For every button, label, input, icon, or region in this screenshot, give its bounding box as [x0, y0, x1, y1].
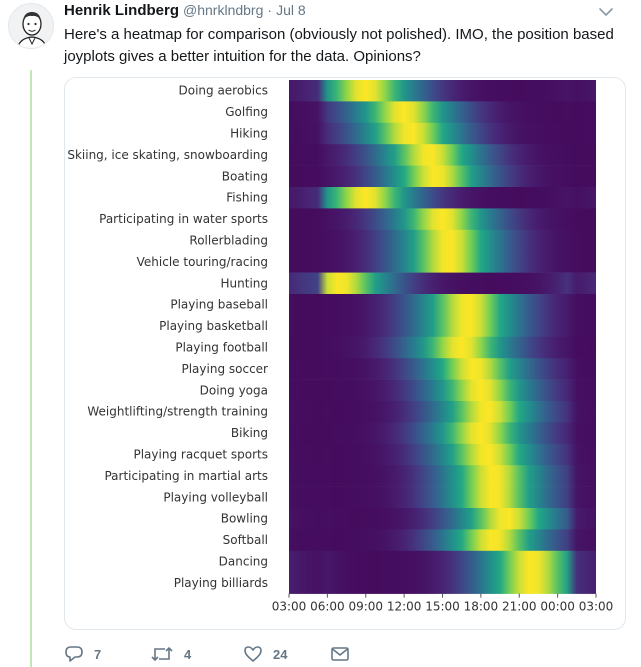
retweet-icon	[151, 647, 173, 661]
heatmap-row-label: Rollerblading	[189, 234, 268, 248]
heatmap-row-label: Hunting	[221, 276, 269, 290]
like-button[interactable]: 24	[243, 645, 287, 663]
heatmap-row-label: Playing racquet sports	[133, 448, 268, 462]
x-axis-tick-label: 15:00	[425, 600, 460, 614]
heatmap-row-cells	[289, 550, 596, 573]
chevron-down-icon[interactable]	[598, 6, 614, 18]
heatmap-row-cells	[289, 229, 596, 252]
author-handle[interactable]: @hnrklndbrg	[183, 2, 264, 18]
separator-dot: ·	[267, 2, 273, 18]
heatmap-row-cells	[289, 508, 596, 530]
heart-icon	[244, 646, 262, 662]
heatmap-row-label: Playing soccer	[181, 362, 268, 376]
heatmap-chart: Doing aerobics Golfing Hiking Skiing, ice s…	[67, 80, 614, 614]
heatmap-row-cells	[289, 294, 596, 316]
heatmap-row-cells	[289, 208, 596, 231]
tweet-text: Here's a heatmap for comparison (obvious…	[64, 26, 614, 65]
like-count: 24	[273, 646, 288, 662]
thread-line	[30, 70, 32, 667]
x-axis-tick-label: 12:00	[387, 600, 422, 614]
heatmap-row-cells	[289, 529, 596, 552]
heatmap-row-cells	[289, 80, 596, 102]
heatmap-row-cells	[289, 187, 596, 209]
heatmap-row-label: Biking	[231, 426, 268, 440]
heatmap-row-cells	[289, 422, 596, 445]
person-avatar-icon	[9, 4, 53, 48]
direct-message-button[interactable]	[330, 645, 360, 663]
heatmap-row-label: Vehicle touring/racing	[137, 255, 268, 269]
heatmap-row-cells	[289, 401, 596, 423]
reply-button[interactable]: 7	[64, 645, 101, 663]
avatar[interactable]	[8, 3, 54, 49]
heatmap-row-cells	[289, 572, 596, 594]
envelope-icon	[331, 647, 349, 661]
heatmap-row-label: Boating	[222, 169, 268, 183]
reply-icon	[65, 646, 83, 662]
heatmap-row-label: Participating in water sports	[99, 212, 268, 226]
reply-count: 7	[94, 646, 102, 662]
heatmap-row-label: Playing football	[175, 341, 268, 355]
heatmap-row-label: Weightlifting/strength training	[87, 405, 268, 419]
x-axis-tick-label: 06:00	[310, 600, 345, 614]
heatmap-row-label: Golfing	[225, 105, 268, 119]
heatmap-row-label: Skiing, ice skating, snowboarding	[67, 148, 268, 162]
heatmap-row-label: Playing baseball	[170, 298, 268, 312]
heatmap-row-label: Doing aerobics	[178, 84, 268, 98]
heatmap-row-cells	[289, 486, 596, 509]
heatmap-row-cells	[289, 101, 596, 124]
heatmap-row-cells	[289, 272, 596, 295]
heatmap-row-cells	[289, 122, 596, 145]
heatmap-row-cells	[289, 443, 596, 466]
heatmap-row-cells	[289, 315, 596, 338]
heatmap-row-label: Playing basketball	[159, 319, 268, 333]
x-axis-tick-label: 03:00	[579, 600, 614, 614]
retweet-count: 4	[184, 646, 192, 662]
tweet-actions: 7 4 24	[0, 645, 641, 667]
heatmap-row-cells	[289, 358, 596, 380]
heatmap-row-label: Bowling	[221, 512, 268, 526]
heatmap-row-label: Playing volleyball	[163, 490, 268, 504]
heatmap-row-label: Fishing	[226, 191, 268, 205]
author-name[interactable]: Henrik Lindberg	[64, 2, 180, 19]
retweet-button[interactable]: 4	[150, 645, 191, 663]
heatmap-row-label: Softball	[223, 533, 268, 547]
heatmap-row-label: Participating in martial arts	[104, 469, 268, 483]
x-axis-tick-label: 09:00	[348, 600, 383, 614]
tweet-header: Henrik Lindberg @hnrklndbrg · Jul 8	[64, 2, 306, 22]
heatmap-row-cells	[289, 165, 596, 188]
heatmap-row-label: Dancing	[219, 555, 268, 569]
heatmap-row-cells	[289, 336, 596, 359]
heatmap-row-label: Hiking	[230, 127, 268, 141]
x-axis-tick-label: 03:00	[272, 600, 307, 614]
tweet-media-card[interactable]: Doing aerobics Golfing Hiking Skiing, ice s…	[64, 77, 626, 630]
heatmap-row-cells	[289, 144, 596, 166]
heatmap-row-label: Doing yoga	[200, 383, 268, 397]
heatmap-row-cells	[289, 379, 596, 402]
tweet-date[interactable]: Jul 8	[276, 2, 306, 18]
x-axis-tick-label: 21:00	[502, 600, 537, 614]
heatmap-row-cells	[289, 251, 596, 273]
x-axis-tick-label: 00:00	[540, 600, 575, 614]
heatmap-row-label: Playing billiards	[174, 576, 268, 590]
x-axis-tick-label: 18:00	[464, 600, 499, 614]
heatmap-row-cells	[289, 465, 596, 487]
